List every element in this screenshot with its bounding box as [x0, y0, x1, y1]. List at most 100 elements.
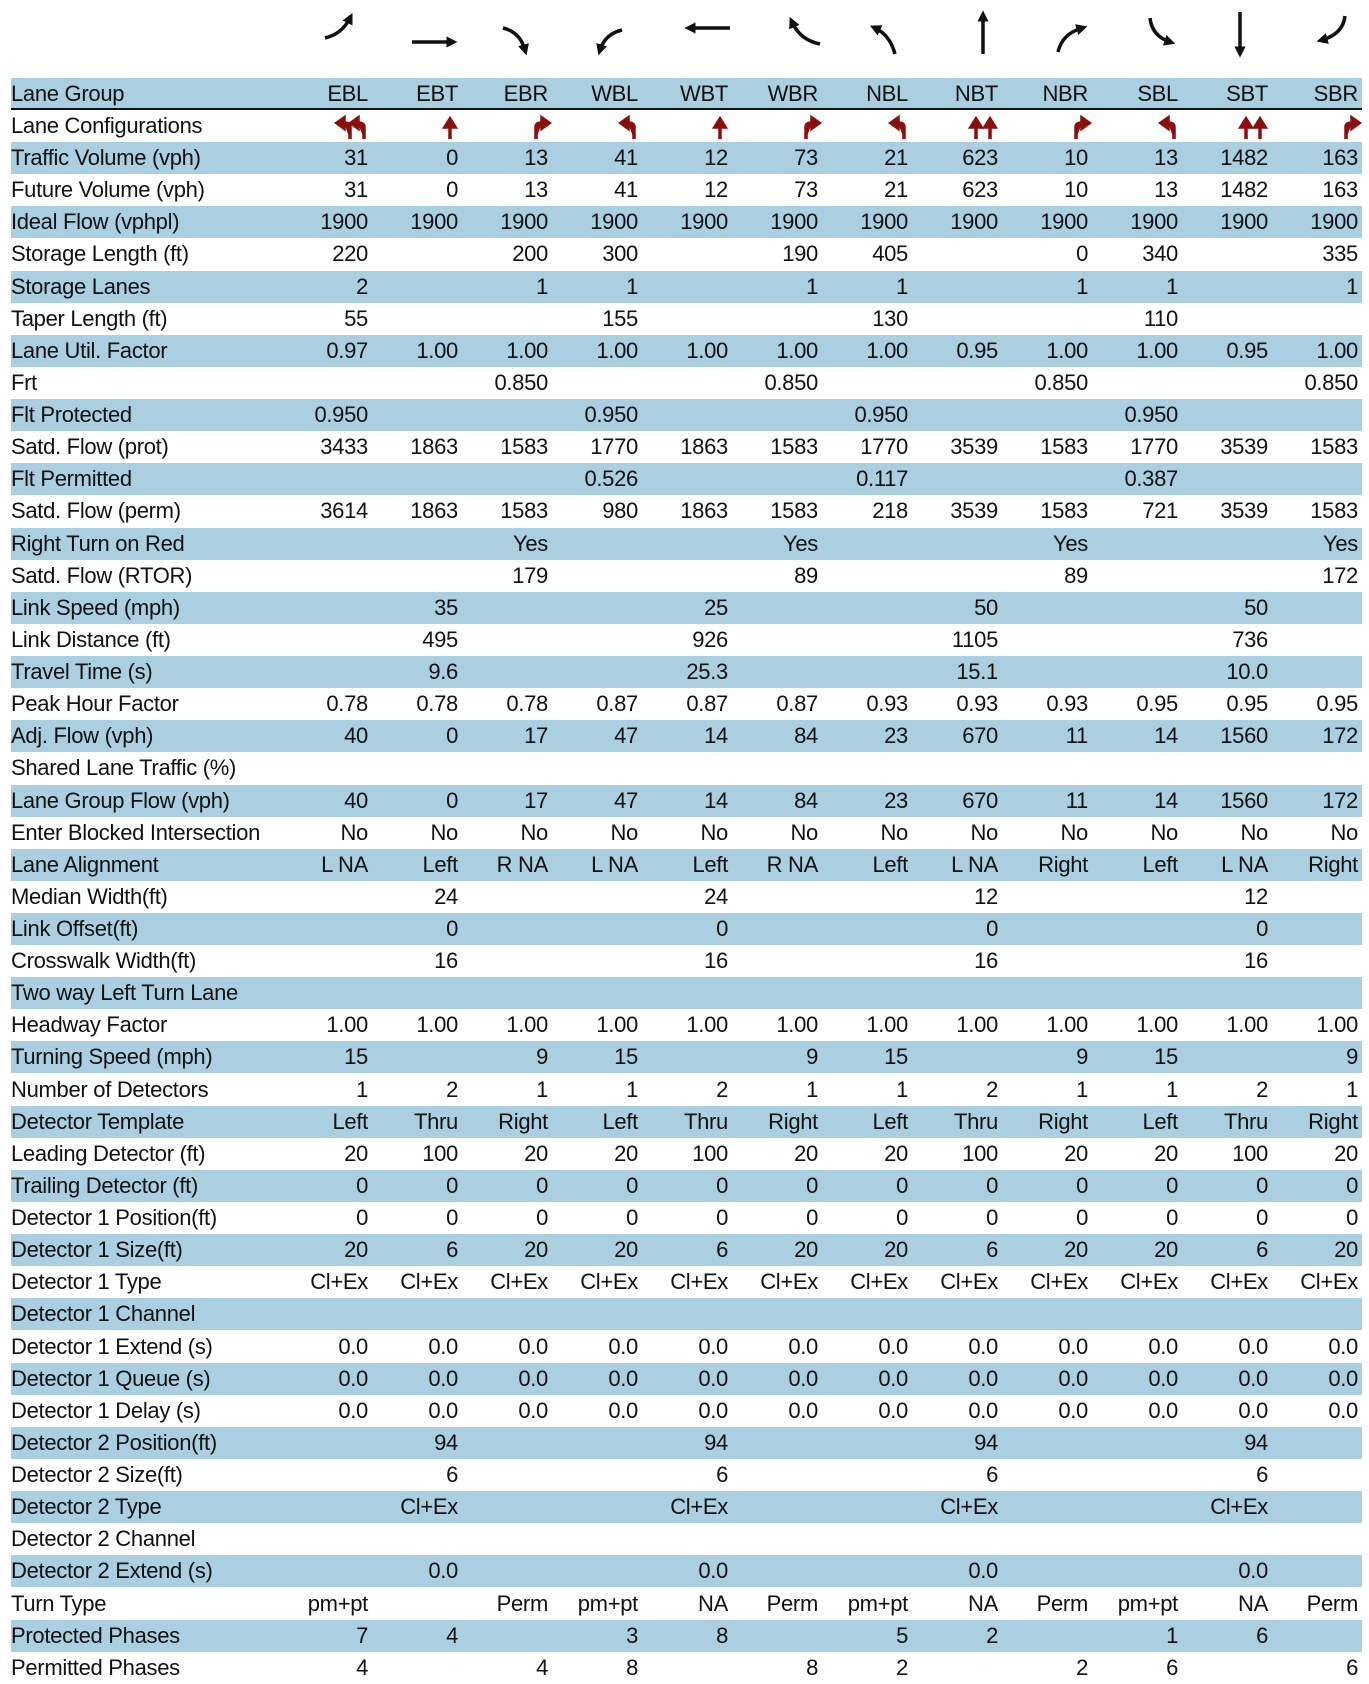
cell: No — [520, 819, 548, 845]
cell: 300 — [602, 241, 638, 267]
cell: 1105 — [951, 626, 998, 652]
lane-arrow — [711, 115, 729, 140]
cell: 0 — [716, 1172, 728, 1198]
row-label: Adj. Flow (vph) — [11, 723, 154, 749]
cell: 1 — [1346, 273, 1358, 299]
row-label: Headway Factor — [11, 1012, 167, 1038]
cell: 0.0 — [428, 1365, 458, 1391]
cell: 1900 — [1040, 209, 1088, 235]
cell: 2 — [446, 1076, 458, 1102]
cell: 0 — [1166, 1172, 1178, 1198]
row-label: Link Speed (mph) — [11, 594, 180, 620]
row-label: Detector 1 Channel — [11, 1301, 196, 1327]
table-row: Link Distance (ft) 495 926 1105 736 — [11, 624, 1362, 656]
table-row: Turn Type pm+pt Perm pm+pt NA Perm pm+pt NA Perm… — [11, 1588, 1362, 1620]
cell: Cl+Ex — [310, 1269, 368, 1295]
cell: No — [1150, 819, 1178, 845]
cell: 84 — [794, 787, 818, 813]
cell: 623 — [962, 177, 998, 203]
row-label: Traffic Volume (vph) — [11, 145, 201, 171]
cell: 47 — [614, 723, 638, 749]
cell: 73 — [794, 145, 818, 171]
cell: 0.0 — [1328, 1333, 1358, 1359]
row-label: Lane Group Flow (vph) — [11, 787, 230, 813]
cell: Right — [1038, 851, 1088, 877]
row-label: Turning Speed (mph) — [11, 1044, 213, 1070]
cell: 6 — [446, 1237, 458, 1263]
cell: 15 — [1154, 1044, 1178, 1070]
cell: 6 — [1346, 1654, 1358, 1680]
lane-arrow — [887, 114, 906, 140]
cell: 0.850 — [494, 369, 548, 395]
cell: 0.0 — [968, 1397, 998, 1423]
row-label: Future Volume (vph) — [11, 177, 205, 203]
cell: 1900 — [860, 209, 908, 235]
cell: 0.95 — [956, 337, 998, 363]
cell: 0 — [716, 916, 728, 941]
cell: 1 — [806, 273, 818, 299]
row-label: Frt — [11, 369, 37, 395]
table-row: Detector 1 Extend (s) 0.0 0.0 0.0 0.0 0.0 0.0 0… — [11, 1331, 1362, 1363]
cell: 15.1 — [956, 659, 998, 685]
row-label: Detector 1 Extend (s) — [11, 1333, 213, 1359]
cell: 1.00 — [776, 337, 818, 363]
cell: L NA — [591, 851, 638, 877]
cell: 0 — [806, 1205, 818, 1231]
table-row: Detector 1 Delay (s) 0.0 0.0 0.0 0.0 0.0 0.0 0.… — [11, 1395, 1362, 1427]
cell: 190 — [782, 241, 818, 267]
row-label: Detector 2 Extend (s) — [11, 1558, 213, 1584]
cell: 20 — [524, 1140, 548, 1166]
cell: 40 — [344, 723, 368, 749]
cell: 1.00 — [1136, 337, 1178, 363]
cell: 0.78 — [506, 691, 548, 717]
cell: 6 — [1256, 1237, 1268, 1263]
lane-arrow — [534, 114, 553, 140]
table-row: Detector 2 Size(ft) 6 6 6 6 — [11, 1459, 1362, 1491]
cell: 0.0 — [518, 1397, 548, 1423]
cell: 17 — [524, 723, 548, 749]
cell: 0.0 — [968, 1365, 998, 1391]
row-label: Lane Configurations — [11, 113, 203, 138]
row-label: Satd. Flow (perm) — [11, 498, 181, 524]
table-row: Permitted Phases 4 4 8 8 2 2 6 6 — [11, 1652, 1362, 1684]
cell: 16 — [974, 948, 998, 974]
movement-icons — [324, 10, 1347, 58]
cell: Yes — [513, 530, 548, 556]
cell: 20 — [1334, 1140, 1358, 1166]
cell: 23 — [884, 723, 908, 749]
cell: 172 — [1322, 787, 1358, 813]
cell: NA — [698, 1590, 728, 1616]
cell: 1 — [1166, 1076, 1178, 1102]
table-row: Detector 1 Channel — [11, 1298, 1362, 1331]
cell: 47 — [614, 787, 638, 813]
cell: 0.0 — [788, 1333, 818, 1359]
cell: 0 — [806, 1172, 818, 1198]
cell: 0.0 — [968, 1558, 998, 1584]
cell: 0.0 — [1238, 1397, 1268, 1423]
cell: 89 — [794, 562, 818, 588]
cell: 2 — [356, 273, 368, 299]
cell: 1.00 — [866, 337, 908, 363]
table-row: Travel Time (s) 9.6 25.3 15.1 10.0 — [11, 656, 1362, 689]
cell: Cl+Ex — [1300, 1269, 1358, 1295]
cell: 1.00 — [1046, 337, 1088, 363]
cell: Left — [332, 1108, 369, 1134]
cell: 0.0 — [1238, 1558, 1268, 1584]
cell: 3539 — [1220, 498, 1268, 524]
table-row: Storage Length (ft) 220 200 300 190 405 0 340 33… — [11, 238, 1362, 270]
cell: Cl+Ex — [400, 1269, 458, 1295]
row-label: Detector 2 Channel — [11, 1526, 196, 1552]
cell: 13 — [1154, 177, 1178, 203]
cell: 155 — [602, 305, 638, 331]
cell: 1.00 — [596, 337, 638, 363]
cell: NA — [968, 1590, 998, 1616]
column-header: EBR — [503, 81, 549, 106]
cell: 10 — [1064, 177, 1088, 203]
cell: 14 — [1154, 723, 1178, 749]
row-label: Detector 1 Delay (s) — [11, 1397, 201, 1423]
cell: 1.00 — [1226, 1012, 1268, 1038]
icon-wbr — [789, 16, 821, 46]
cell: 35 — [434, 594, 458, 620]
lane-arrow — [804, 114, 823, 140]
cell: 163 — [1322, 177, 1358, 203]
